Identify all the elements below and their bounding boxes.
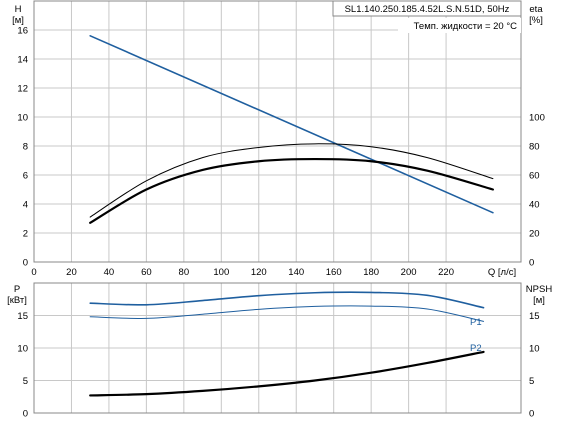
temperature-box xyxy=(398,18,521,33)
top-left-tick-label: 0 xyxy=(23,258,28,269)
bottom-left-axis-label: P xyxy=(14,284,20,295)
top-left-tick-label: 2 xyxy=(23,229,28,240)
top-right-tick-label: 0 xyxy=(529,258,534,269)
top-series-line-2 xyxy=(89,143,494,218)
top-plot-frame xyxy=(33,0,522,263)
bottom-left-tick-labels: 0 5 10 15 xyxy=(17,311,28,420)
bottom-left-tick-label: 5 xyxy=(23,376,28,387)
model-box xyxy=(332,0,522,17)
x-tick-label: 180 xyxy=(363,267,379,278)
top-right-tick-label: 100 xyxy=(529,113,545,124)
x-tick-labels: 0 20 40 60 80 100 120 140 160 180 200 220 xyxy=(31,267,454,278)
top-left-tick-label: 14 xyxy=(17,55,28,66)
top-left-axis-label: H xyxy=(15,4,22,15)
top-right-tick-label: 60 xyxy=(529,171,540,182)
bottom-right-tick-label: 5 xyxy=(529,376,534,387)
top-chart-grid xyxy=(33,1,521,263)
x-tick-label: 60 xyxy=(141,267,152,278)
bottom-right-tick-labels: 0 5 10 15 xyxy=(529,311,540,420)
top-right-tick-label: 40 xyxy=(529,200,540,211)
series-label-p1: P1 xyxy=(470,317,482,328)
x-tick-label: 20 xyxy=(66,267,77,278)
bottom-right-axis-label: NPSH xyxy=(526,284,553,295)
series-label-p2: P2 xyxy=(470,343,482,354)
top-left-tick-label: 16 xyxy=(17,26,28,37)
bottom-series-line-1 xyxy=(89,291,485,309)
bottom-series-line-2 xyxy=(89,305,485,322)
top-right-axis-unit: [%] xyxy=(529,15,543,26)
x-tick-label: 0 xyxy=(31,267,36,278)
top-left-tick-label: 12 xyxy=(17,84,28,95)
bottom-right-tick-label: 0 xyxy=(529,409,534,420)
x-tick-label: 100 xyxy=(213,267,229,278)
top-chart-series xyxy=(89,35,494,224)
top-left-tick-label: 4 xyxy=(23,200,28,211)
top-left-axis-unit: [м] xyxy=(12,15,24,26)
bottom-left-tick-label: 0 xyxy=(23,409,28,420)
top-right-tick-labels: 0 20 40 60 80 100 xyxy=(529,113,545,269)
bottom-chart-series xyxy=(89,291,485,397)
bottom-right-tick-label: 10 xyxy=(529,344,540,355)
bottom-right-axis-unit: [м] xyxy=(533,295,545,306)
model-label: SL1.140.250.185.4.52L.S.N.51D, 50Hz xyxy=(345,4,510,15)
bottom-series-line-3 xyxy=(89,350,485,397)
top-left-tick-label: 6 xyxy=(23,171,28,182)
x-tick-label: 220 xyxy=(438,267,454,278)
top-left-tick-labels: 0 2 4 6 8 10 12 14 16 xyxy=(17,26,28,269)
x-tick-label: 120 xyxy=(251,267,267,278)
x-tick-label: 140 xyxy=(288,267,304,278)
top-right-tick-label: 20 xyxy=(529,229,540,240)
bottom-left-tick-label: 10 xyxy=(17,344,28,355)
top-left-tick-label: 8 xyxy=(23,142,28,153)
top-series-line-3 xyxy=(89,157,494,224)
bottom-left-tick-label: 15 xyxy=(17,311,28,322)
temperature-label: Темп. жидкости = 20 °C xyxy=(414,21,517,32)
bottom-chart-grid xyxy=(33,283,521,414)
top-left-tick-label: 10 xyxy=(17,113,28,124)
x-tick-label: 160 xyxy=(326,267,342,278)
bottom-left-axis-unit: [кВт] xyxy=(7,295,27,306)
top-right-axis-label: eta xyxy=(529,4,543,15)
x-tick-label: 200 xyxy=(401,267,417,278)
x-tick-label: 40 xyxy=(104,267,115,278)
bottom-right-tick-label: 15 xyxy=(529,311,540,322)
bottom-plot-frame xyxy=(33,282,522,414)
x-tick-label: 80 xyxy=(179,267,190,278)
top-right-tick-label: 80 xyxy=(529,142,540,153)
top-series-line-1 xyxy=(89,35,494,214)
x-axis-label: Q [л/с] xyxy=(488,267,516,278)
